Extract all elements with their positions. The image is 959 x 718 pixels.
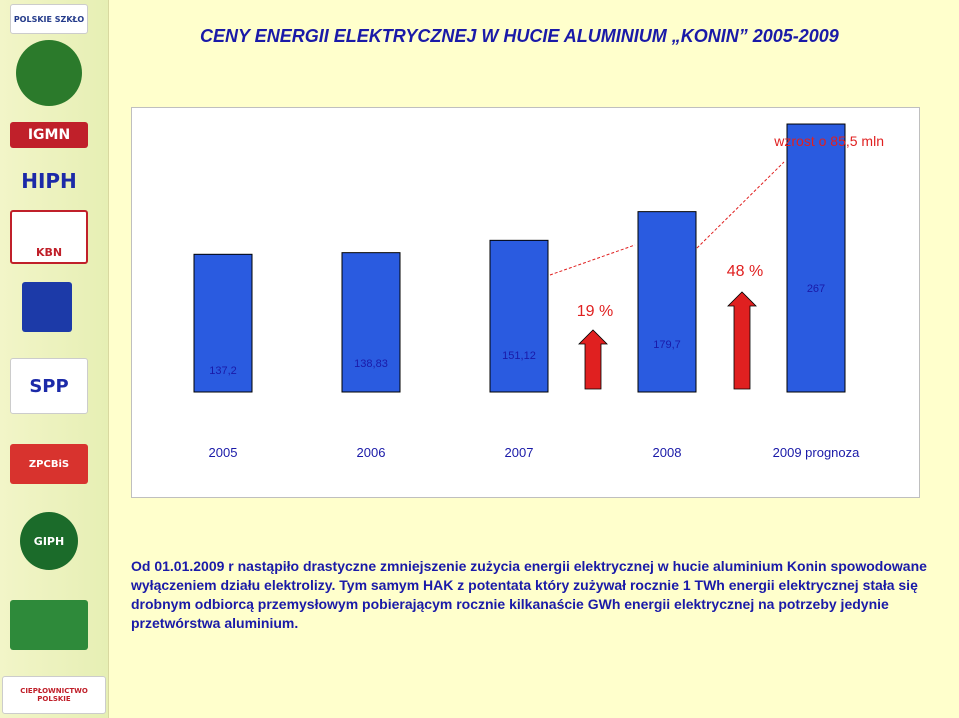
bar-chart: 137,2 138,83 151,12 179,7 267 2005 2006 2007 20… xyxy=(193,123,884,460)
kbn-text: KBN xyxy=(35,246,63,259)
hiph-text: HIPH xyxy=(21,169,77,193)
category-label: 2007 xyxy=(505,445,534,460)
bar-value-label: 267 xyxy=(807,283,825,295)
chart-area: 137,2 138,83 151,12 179,7 267 2005 2006 2007 20… xyxy=(131,107,920,498)
increase-arrow-2009-icon xyxy=(727,291,757,390)
category-label: 2005 xyxy=(209,445,238,460)
industry-logo xyxy=(22,282,72,332)
cieplownictwo-text: CIEPŁOWNICTWO POLSKIE xyxy=(20,687,88,703)
igmn-logo: IGMN xyxy=(10,122,88,148)
bar-2005 xyxy=(193,253,253,393)
polskie-szklo-logo: POLSKIE SZKŁO xyxy=(10,4,88,34)
spp-logo: SPP xyxy=(10,358,88,414)
total-increase-label: wzrost o 85,5 mln xyxy=(773,133,884,149)
page-title: CENY ENERGII ELEKTRYCZNEJ W HUCIE ALUMIN… xyxy=(200,26,839,46)
description-paragraph: Od 01.01.2009 r nastąpiło drastyczne zmn… xyxy=(131,558,927,631)
zpcbis-logo: ZPCBiS xyxy=(10,444,88,484)
category-label: 2006 xyxy=(357,445,386,460)
bar-value-label: 179,7 xyxy=(653,339,681,351)
igmn-text: IGMN xyxy=(27,127,71,143)
izba-energetyki-logo xyxy=(16,40,82,106)
trend-line-2009 xyxy=(696,161,785,249)
giph-logo: GIPH xyxy=(20,512,78,570)
logo-sidebar: POLSKIE SZKŁO IGMN HIPH KBN SPP ZPCBiS G… xyxy=(0,0,109,718)
bar-2007 xyxy=(489,239,549,393)
kbn-logo: KBN xyxy=(10,210,88,264)
hiph-logo: HIPH xyxy=(10,168,88,194)
bar-2006 xyxy=(341,252,401,393)
trend-line-2008 xyxy=(549,244,636,276)
increase-2008-label: 19 % xyxy=(577,303,613,320)
bar-value-label: 151,12 xyxy=(502,350,536,362)
increase-arrow-2008-icon xyxy=(578,329,608,390)
izba-cieplownictwo-logo: CIEPŁOWNICTWO POLSKIE xyxy=(2,676,106,714)
bar-2008 xyxy=(637,211,697,393)
giph-text: GIPH xyxy=(33,534,65,548)
zpcbis-text: ZPCBiS xyxy=(28,458,70,470)
forest-logo xyxy=(10,600,88,650)
category-label: 2009 prognoza xyxy=(773,445,861,460)
bar-value-label: 137,2 xyxy=(209,365,237,377)
bar-2009 xyxy=(786,123,846,393)
bar-value-label: 138,83 xyxy=(354,358,388,370)
polskie-szklo-text: POLSKIE SZKŁO xyxy=(13,14,85,24)
category-label: 2008 xyxy=(653,445,682,460)
spp-text: SPP xyxy=(29,375,69,397)
increase-2009-label: 48 % xyxy=(727,263,763,280)
